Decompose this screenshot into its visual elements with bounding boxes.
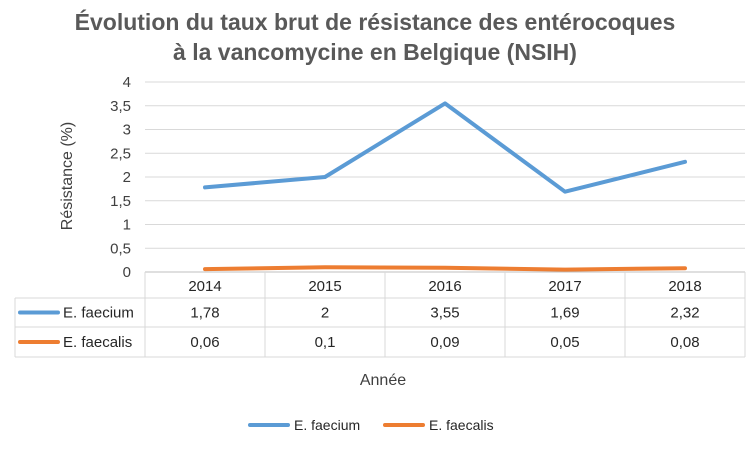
- legend: E. faecium E. faecalis: [248, 417, 494, 433]
- y-tick-label: 3: [123, 122, 131, 139]
- table-value-cell: 0,1: [315, 334, 336, 351]
- series-lines: [203, 101, 687, 272]
- y-tick-label: 0,5: [110, 240, 131, 257]
- table-series-name: E. faecium: [63, 305, 134, 322]
- chart-title-line-1: Évolution du taux brut de résistance des…: [75, 8, 676, 35]
- table-value-cell: 2: [321, 305, 329, 322]
- table-value-cell: 2,32: [670, 305, 699, 322]
- y-tick-label: 1: [123, 217, 131, 234]
- gridlines: [145, 81, 745, 249]
- table-value-cell: 1,78: [190, 305, 219, 322]
- series-line: [203, 265, 687, 272]
- table-value-cell: 0,08: [670, 334, 699, 351]
- table-value-cell: 0,06: [190, 334, 219, 351]
- table-value-cell: 0,09: [430, 334, 459, 351]
- x-tick-label: 2014: [188, 278, 221, 295]
- y-axis-ticks: 0 0,5 1 1,5 2 2,5 3 3,5 4: [110, 74, 131, 281]
- table-value-cell: 0,05: [550, 334, 579, 351]
- y-tick-label: 1,5: [110, 193, 131, 210]
- x-tick-label: 2016: [428, 278, 461, 295]
- y-tick-label: 3,5: [110, 98, 131, 115]
- legend-label: E. faecium: [294, 417, 360, 433]
- x-tick-label: 2015: [308, 278, 341, 295]
- y-tick-label: 4: [123, 74, 131, 91]
- x-axis-title: Année: [360, 372, 406, 389]
- x-tick-label: 2017: [548, 278, 581, 295]
- legend-label: E. faecalis: [429, 417, 494, 433]
- x-tick-label: 2018: [668, 278, 701, 295]
- table-value-cell: 1,69: [550, 305, 579, 322]
- table-series-name: E. faecalis: [63, 334, 132, 351]
- series-line: [203, 101, 687, 194]
- data-table: 2014 2015 2016 2017 2018 E. faecium 1,78 2 3,55 1…: [14, 271, 746, 358]
- y-tick-label: 2: [123, 169, 131, 186]
- table-value-cell: 3,55: [430, 305, 459, 322]
- y-tick-label: 2,5: [110, 145, 131, 162]
- y-tick-label: 0: [123, 264, 131, 281]
- chart-title-line-2: à la vancomycine en Belgique (NSIH): [173, 39, 577, 65]
- y-axis-title: Résistance (%): [59, 122, 76, 230]
